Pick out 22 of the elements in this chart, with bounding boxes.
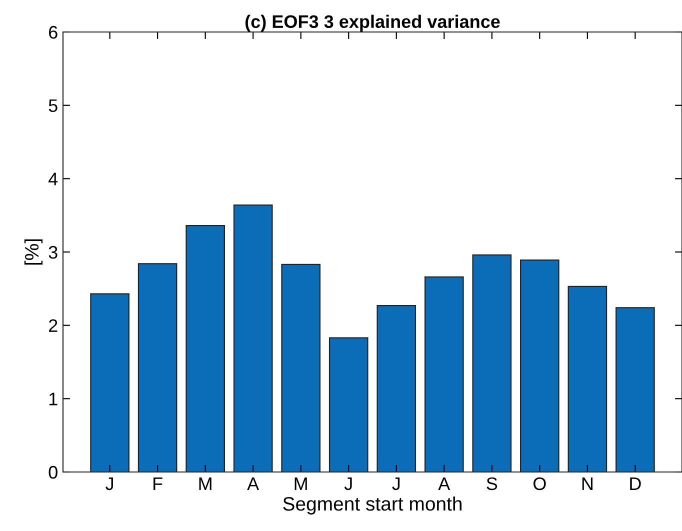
y-tick-label: 0 [48, 466, 58, 479]
x-tick-label: D [630, 478, 641, 490]
x-axis-title: Segment start month [283, 496, 462, 515]
x-tick-label: J [392, 478, 400, 490]
x-tick-label: F [154, 478, 162, 490]
y-tick-label: 1 [49, 392, 58, 406]
y-tick-label: 3 [48, 246, 58, 259]
y-tick-label: 6 [49, 26, 58, 39]
x-tick-label: S [486, 477, 498, 490]
x-tick-label: J [344, 478, 352, 490]
y-tick-label: 2 [49, 319, 58, 332]
y-tick-label: 4 [48, 172, 58, 186]
x-tick-label: A [438, 478, 450, 490]
x-tick-label: M [199, 478, 212, 490]
x-tick-label: O [534, 477, 546, 490]
x-tick-label: J [106, 478, 113, 490]
x-tick-label: A [247, 478, 260, 490]
y-tick-label: 5 [48, 99, 58, 112]
x-tick-label: N [582, 478, 592, 490]
chart-title: (c) EOF3 3 explained variance [245, 14, 500, 32]
y-axis-title: [%] [24, 239, 43, 265]
x-tick-label: M [294, 478, 307, 490]
